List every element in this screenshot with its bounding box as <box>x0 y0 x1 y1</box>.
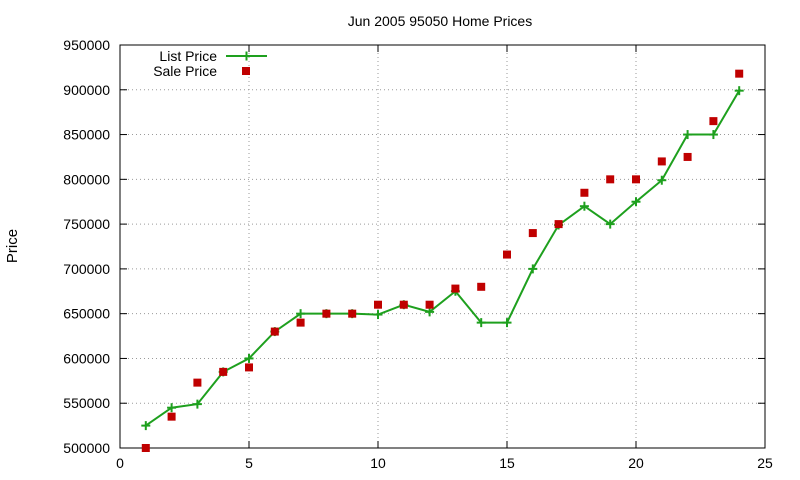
sale-price-point <box>322 309 331 318</box>
sale-price-point <box>167 412 176 421</box>
x-tick-label: 0 <box>116 455 124 471</box>
list-price-point <box>657 175 667 185</box>
list-price-point <box>425 307 435 317</box>
sale-price-point <box>580 188 589 197</box>
sale-price-point <box>141 444 150 452</box>
sale-price-point <box>477 282 486 291</box>
y-tick-label: 800000 <box>63 171 110 187</box>
sale-price-point <box>709 117 718 126</box>
y-tick-label: 700000 <box>63 261 110 277</box>
legend-label-list-price: List Price <box>159 48 217 64</box>
y-tick-label: 550000 <box>63 395 110 411</box>
list-price-point <box>476 318 486 328</box>
sale-price-point <box>348 309 357 318</box>
legend-marker-sale-price <box>242 67 250 75</box>
y-tick-label: 750000 <box>63 216 110 232</box>
list-price-point <box>528 264 538 274</box>
sale-price-point <box>425 300 434 309</box>
series-markers <box>141 69 744 452</box>
list-price-point <box>683 130 693 140</box>
list-price-point <box>167 403 177 413</box>
sale-price-point <box>374 300 382 309</box>
x-tick-label: 10 <box>370 455 386 471</box>
y-tick-label: 900000 <box>63 82 110 98</box>
x-tick-label: 15 <box>499 455 515 471</box>
y-tick-label: 600000 <box>63 350 110 366</box>
y-tick-labels: 500000 550000 600000 650000 700000 750000 8000… <box>63 37 110 456</box>
sale-price-point <box>219 367 228 376</box>
list-price-point <box>502 318 512 328</box>
list-price-point <box>708 130 718 140</box>
sale-price-point <box>606 175 615 184</box>
sale-price-point <box>245 363 253 372</box>
list-price-line <box>145 90 741 427</box>
sale-price-point <box>657 157 666 166</box>
list-price-point <box>192 399 202 409</box>
sale-price-point <box>451 284 460 293</box>
y-tick-label: 850000 <box>63 127 110 143</box>
list-price-point <box>631 197 641 207</box>
x-tick-label: 25 <box>757 455 773 471</box>
y-axis-label: Price <box>4 229 21 263</box>
sale-price-point <box>554 220 563 229</box>
sale-price-point <box>683 152 692 161</box>
chart-title: Jun 2005 95050 Home Prices <box>348 13 532 29</box>
sale-price-point <box>735 69 744 78</box>
list-price-point <box>296 309 306 319</box>
sale-price-point <box>528 229 537 238</box>
sale-price-point <box>270 327 279 336</box>
y-tick-label: 950000 <box>63 37 110 53</box>
plot-frame <box>119 44 766 449</box>
sale-price-point <box>399 300 408 309</box>
sale-price-point <box>503 250 511 259</box>
x-tick-label: 5 <box>245 455 253 471</box>
legend-marker-list-price <box>242 51 251 61</box>
x-tick-labels: 0 5 10 15 20 25 <box>116 455 773 471</box>
legend-label-sale-price: Sale Price <box>153 63 217 79</box>
sale-price-point <box>632 175 640 184</box>
legend: List Price Sale Price <box>153 48 267 79</box>
list-price-point <box>141 421 151 431</box>
y-tick-label: 650000 <box>63 306 110 322</box>
x-tick-label: 20 <box>628 455 644 471</box>
grid-lines <box>120 45 765 448</box>
axis-ticks <box>119 44 766 449</box>
list-price-point <box>579 201 589 211</box>
list-price-point <box>244 353 254 363</box>
list-price-point <box>734 86 744 96</box>
list-price-point <box>605 219 615 229</box>
sale-price-point <box>296 318 305 327</box>
series-lines <box>145 90 741 427</box>
y-tick-label: 500000 <box>63 440 110 456</box>
list-price-point <box>373 310 383 320</box>
sale-price-point <box>193 378 202 387</box>
